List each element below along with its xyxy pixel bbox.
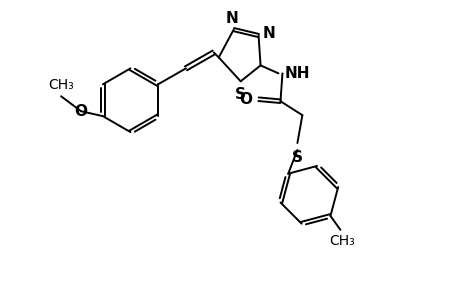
Text: S: S (235, 87, 246, 102)
Text: NH: NH (284, 66, 309, 81)
Text: N: N (225, 11, 238, 26)
Text: CH₃: CH₃ (329, 234, 354, 248)
Text: S: S (291, 150, 302, 165)
Text: CH₃: CH₃ (48, 78, 74, 92)
Text: N: N (262, 26, 275, 41)
Text: O: O (239, 92, 252, 107)
Text: O: O (74, 104, 87, 119)
